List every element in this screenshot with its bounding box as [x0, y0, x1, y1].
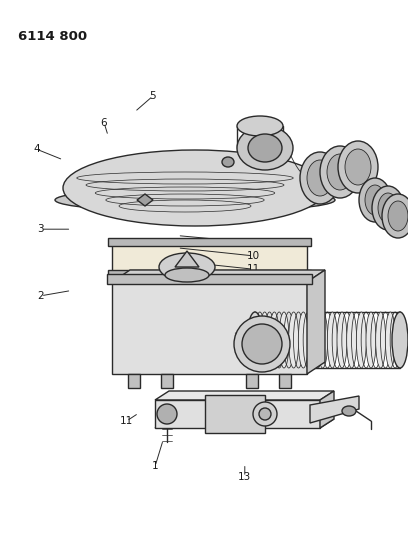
Text: 7: 7	[290, 184, 297, 194]
Ellipse shape	[63, 150, 327, 226]
Bar	[128, 374, 140, 388]
Ellipse shape	[259, 408, 271, 420]
Text: 1: 1	[152, 462, 158, 471]
Text: 8: 8	[237, 179, 244, 189]
Ellipse shape	[395, 312, 405, 368]
Ellipse shape	[320, 146, 360, 198]
Ellipse shape	[382, 194, 408, 238]
Ellipse shape	[356, 312, 366, 368]
Ellipse shape	[327, 312, 337, 368]
Text: 6114 800: 6114 800	[18, 30, 87, 43]
Ellipse shape	[242, 324, 282, 364]
Ellipse shape	[222, 157, 234, 167]
Bar	[246, 374, 258, 388]
Ellipse shape	[388, 201, 408, 231]
Ellipse shape	[372, 186, 404, 230]
Ellipse shape	[237, 116, 283, 136]
Bar	[279, 374, 291, 388]
Polygon shape	[307, 270, 325, 374]
Ellipse shape	[55, 188, 335, 212]
Ellipse shape	[248, 134, 282, 162]
Text: 2: 2	[38, 291, 44, 301]
Ellipse shape	[279, 312, 289, 368]
Ellipse shape	[307, 160, 333, 196]
Ellipse shape	[157, 404, 177, 424]
Text: 12: 12	[251, 328, 264, 338]
Ellipse shape	[392, 312, 408, 368]
Ellipse shape	[359, 178, 391, 222]
Ellipse shape	[365, 185, 385, 215]
Ellipse shape	[269, 312, 279, 368]
Bar	[108, 270, 311, 278]
Text: 11: 11	[120, 416, 133, 426]
Bar	[107, 274, 312, 284]
Ellipse shape	[298, 312, 308, 368]
Text: 13: 13	[238, 472, 251, 482]
Ellipse shape	[318, 312, 328, 368]
Polygon shape	[155, 391, 334, 400]
Ellipse shape	[327, 154, 353, 190]
Ellipse shape	[308, 312, 318, 368]
Ellipse shape	[165, 268, 209, 282]
Ellipse shape	[347, 312, 357, 368]
Text: 9: 9	[250, 238, 256, 247]
Ellipse shape	[345, 149, 371, 185]
Polygon shape	[320, 391, 334, 428]
Text: 3: 3	[38, 224, 44, 234]
Polygon shape	[112, 270, 325, 282]
Polygon shape	[137, 194, 153, 206]
Text: 6: 6	[101, 118, 107, 127]
Ellipse shape	[247, 312, 263, 368]
Ellipse shape	[289, 312, 299, 368]
Text: 5: 5	[150, 91, 156, 101]
Ellipse shape	[259, 312, 270, 368]
Ellipse shape	[376, 312, 386, 368]
Polygon shape	[310, 396, 359, 423]
Bar	[112, 243, 307, 273]
Text: 10: 10	[246, 251, 259, 261]
Bar	[161, 374, 173, 388]
Ellipse shape	[385, 312, 395, 368]
Polygon shape	[155, 400, 320, 428]
Polygon shape	[175, 251, 199, 267]
Ellipse shape	[234, 316, 290, 372]
Bar	[108, 238, 311, 246]
Text: 11: 11	[246, 264, 259, 274]
Ellipse shape	[159, 253, 215, 281]
Ellipse shape	[337, 312, 347, 368]
Ellipse shape	[378, 193, 398, 223]
Ellipse shape	[300, 152, 340, 204]
Ellipse shape	[366, 312, 376, 368]
Ellipse shape	[250, 312, 260, 368]
Ellipse shape	[237, 126, 293, 170]
Text: 4: 4	[33, 144, 40, 154]
Ellipse shape	[253, 402, 277, 426]
Bar	[205, 395, 265, 433]
Ellipse shape	[338, 141, 378, 193]
Polygon shape	[155, 419, 334, 428]
Polygon shape	[112, 282, 307, 374]
Ellipse shape	[342, 406, 356, 416]
